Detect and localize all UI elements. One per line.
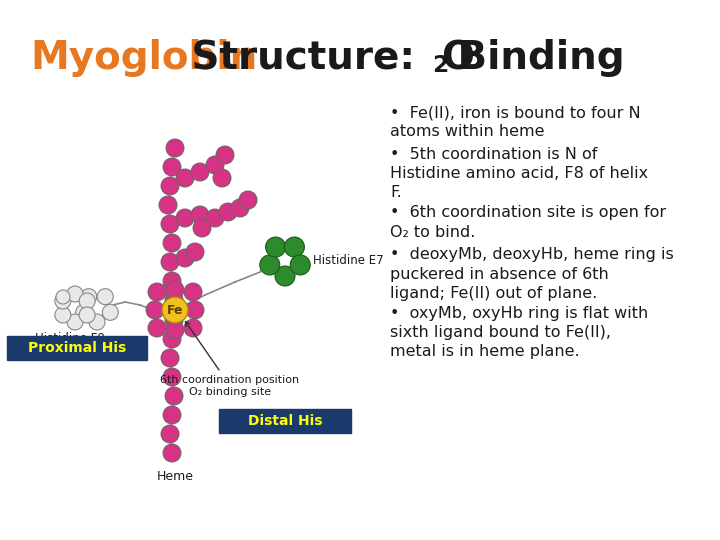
Circle shape [176,169,194,187]
Circle shape [55,293,71,309]
Circle shape [176,209,194,227]
Text: Myoglobin: Myoglobin [30,39,257,77]
Circle shape [184,319,202,337]
Circle shape [186,243,204,261]
FancyBboxPatch shape [219,409,351,433]
Text: 6th coordination position
O₂ binding site: 6th coordination position O₂ binding sit… [161,321,300,396]
Circle shape [146,301,164,319]
Circle shape [206,156,224,174]
Circle shape [166,139,184,157]
Circle shape [219,203,237,221]
Circle shape [290,255,310,275]
Circle shape [148,319,166,337]
Circle shape [161,215,179,233]
Circle shape [191,163,209,181]
Circle shape [163,234,181,252]
Circle shape [231,199,249,217]
Circle shape [76,305,91,320]
Circle shape [79,307,95,323]
Text: Structure:  O: Structure: O [178,39,475,77]
Circle shape [206,209,224,227]
Circle shape [161,349,179,367]
Circle shape [266,237,286,257]
Text: Distal His: Distal His [248,414,323,428]
Circle shape [163,158,181,176]
Circle shape [163,330,181,348]
Text: •  Fe(II), iron is bound to four N
atoms within heme: • Fe(II), iron is bound to four N atoms … [390,105,641,139]
Circle shape [193,219,211,237]
Circle shape [163,272,181,290]
Circle shape [162,297,188,323]
Text: Proximal His: Proximal His [28,341,126,355]
Circle shape [165,311,183,329]
Text: Binding: Binding [444,39,625,77]
Text: •  deoxyMb, deoxyHb, heme ring is
puckered in absence of 6th
ligand; Fe(II) out : • deoxyMb, deoxyHb, heme ring is puckere… [390,247,674,301]
Circle shape [67,286,83,302]
Circle shape [165,387,183,405]
Circle shape [81,289,96,305]
Circle shape [161,177,179,195]
Circle shape [260,255,280,275]
Text: Fe: Fe [167,303,184,316]
Circle shape [159,196,177,214]
Circle shape [55,307,71,323]
Circle shape [186,301,204,319]
Circle shape [213,169,231,187]
Circle shape [163,444,181,462]
Circle shape [184,283,202,301]
Circle shape [284,237,305,257]
Circle shape [56,290,70,304]
Circle shape [163,406,181,424]
Circle shape [97,289,113,305]
Circle shape [176,249,194,267]
Circle shape [79,293,95,309]
Text: Histidine F8: Histidine F8 [35,332,105,345]
Circle shape [275,266,295,286]
Circle shape [166,281,184,299]
Text: •  oxyMb, oxyHb ring is flat with
sixth ligand bound to Fe(II),
metal is in heme: • oxyMb, oxyHb ring is flat with sixth l… [390,306,648,360]
Circle shape [191,206,209,224]
Text: Heme: Heme [156,470,194,483]
Circle shape [166,321,184,339]
Circle shape [239,191,257,209]
Text: Histidine E7: Histidine E7 [313,253,384,267]
FancyBboxPatch shape [7,336,147,360]
Circle shape [161,253,179,271]
Circle shape [165,291,183,309]
Text: •  5th coordination is N of
Histidine amino acid, F8 of helix
F.: • 5th coordination is N of Histidine ami… [390,147,648,200]
Text: 2: 2 [432,53,449,77]
Circle shape [148,283,166,301]
Circle shape [102,305,118,320]
Circle shape [163,368,181,386]
Text: •  6th coordination site is open for
O₂ to bind.: • 6th coordination site is open for O₂ t… [390,206,666,240]
Circle shape [161,425,179,443]
Circle shape [67,314,83,330]
Circle shape [216,146,234,164]
Circle shape [89,314,105,330]
